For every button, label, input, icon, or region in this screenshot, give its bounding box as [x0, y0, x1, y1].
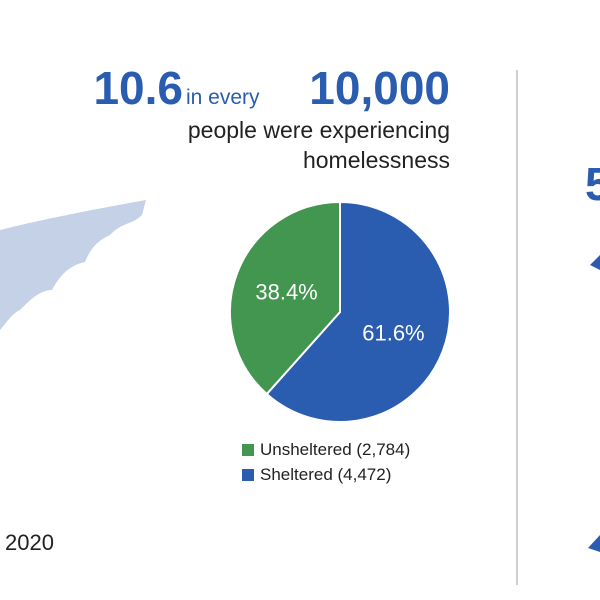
slice-label: 38.4% — [255, 280, 317, 305]
legend-swatch — [242, 469, 254, 481]
year-caption: 2020 — [5, 530, 54, 555]
map-shape — [0, 200, 146, 330]
base-number: 10,000 — [309, 62, 450, 114]
arrow-fragment — [590, 255, 600, 270]
legend-label: Unsheltered (2,784) — [260, 440, 410, 459]
subtitle-line: people were experiencing — [188, 117, 450, 143]
pie-slice — [265, 200, 451, 423]
legend-label: Sheltered (4,472) — [260, 465, 391, 484]
legend-swatch — [242, 444, 254, 456]
big-number: 10.6 — [93, 62, 183, 114]
slice-label: 61.6% — [362, 320, 424, 345]
pie-slice — [229, 200, 341, 396]
cut-number: 5 — [585, 158, 600, 210]
connector: in every — [186, 86, 260, 109]
arrow-fragment — [588, 535, 600, 552]
subtitle-line: homelessness — [303, 147, 450, 173]
